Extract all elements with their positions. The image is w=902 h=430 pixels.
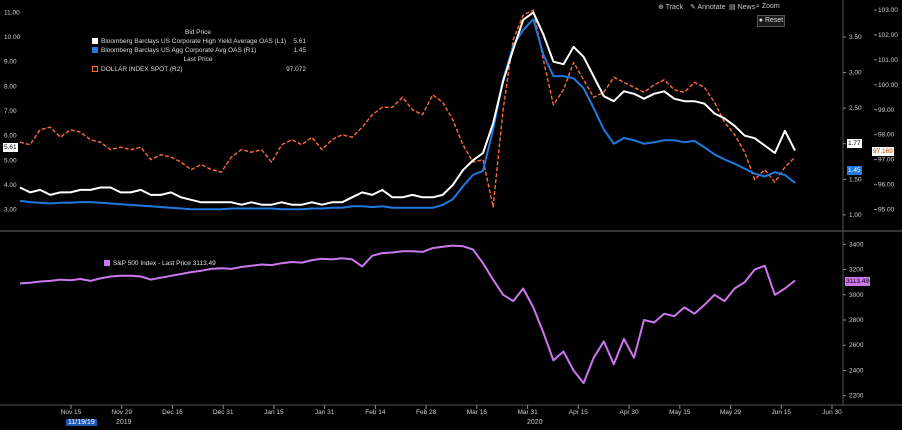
l1-tick-label: 7.00 xyxy=(4,108,17,115)
spx-tick-label: 2800 xyxy=(849,317,864,324)
annotate-button[interactable]: ✎ Annotate xyxy=(690,3,725,11)
spx-tick-label: 2400 xyxy=(849,367,864,374)
legend-item-ig: Bloomberg Barclays US Agg Corporate Avg … xyxy=(92,47,306,55)
x-tick-label: Nov 15 xyxy=(61,409,82,416)
tag-hy-left: 5.61 xyxy=(3,143,18,152)
r2-tick-label: 103.00 xyxy=(878,7,898,14)
legend-item-dxy: DOLLAR INDEX SPOT (R2) 97.072 xyxy=(92,66,306,74)
chart-frame xyxy=(0,0,902,406)
legend-value-ig: 1.45 xyxy=(293,47,306,54)
news-label: News xyxy=(737,4,756,11)
l1-tick-label: 4.00 xyxy=(4,182,17,189)
r1-tick-label: 3.50 xyxy=(849,34,862,41)
legend-label-ig: Bloomberg Barclays US Agg Corporate Avg … xyxy=(101,47,257,54)
pencil-icon: ✎ xyxy=(690,4,696,11)
reset-icon: ● xyxy=(758,17,763,24)
x-tick-label: Apr 15 xyxy=(569,409,589,416)
legend-box: Bid Price Bloomberg Barclays US Corporat… xyxy=(86,26,310,86)
x-tick-label: Jun 15 xyxy=(772,409,792,416)
l1-tick-label: 11.00 xyxy=(4,9,20,16)
spx-tick-label: 3400 xyxy=(849,241,864,248)
x-tick-label: Jan 31 xyxy=(315,409,335,416)
x-tick-label: Feb 14 xyxy=(365,409,386,416)
r2-tick-label: 95.00 xyxy=(878,207,895,214)
r2-tick-label: 99.00 xyxy=(878,107,895,114)
x-tick-label: Feb 28 xyxy=(416,409,437,416)
tag-ig-right: 1.45 xyxy=(847,166,862,175)
spx-legend-label: S&P 500 Index - Last Price 3113.49 xyxy=(113,260,216,267)
l1-tick-label: 6.00 xyxy=(4,133,17,140)
x-tick-label: Nov 29 xyxy=(111,409,132,416)
spx-tick-label: 3000 xyxy=(849,292,864,299)
r1-tick-label: 1.00 xyxy=(849,212,862,219)
legend-header-bid: Bid Price xyxy=(184,29,211,36)
l1-tick-label: 3.00 xyxy=(4,207,17,214)
l1-tick-label: 9.00 xyxy=(4,59,17,66)
l1-tick-label: 10.00 xyxy=(4,34,21,41)
r2-tick-label: 97.00 xyxy=(878,157,895,164)
r1-tick-label: 1.50 xyxy=(849,176,862,183)
x-tick-label: Dec 31 xyxy=(213,409,234,416)
legend-swatch-ig xyxy=(92,47,98,53)
x-tick-label: Jan 15 xyxy=(264,409,284,416)
series-layer xyxy=(19,9,796,385)
tag-hy-right: 1.77 xyxy=(847,139,862,148)
series-spx xyxy=(19,244,796,385)
reset-button[interactable]: ● Reset xyxy=(757,15,785,27)
magnifier-icon: ⌕ xyxy=(756,3,760,10)
news-icon: ▤ xyxy=(729,4,736,11)
right-axis-r2: 95.00 96.00 97.00 98.00 99.00 100.00 101.00 102… xyxy=(874,7,898,214)
x-tick-label: Mar 16 xyxy=(467,409,488,416)
tag-dxy-right: 97.169 xyxy=(872,147,894,156)
spx-tick-label: 2600 xyxy=(849,342,864,349)
legend-value-hy: 5.61 xyxy=(293,38,306,45)
legend-swatch-dxy xyxy=(92,66,98,72)
date-cursor-label: 11/19/19 xyxy=(66,419,97,426)
zoom-button[interactable]: ⌕ Zoom xyxy=(756,3,780,11)
r1-tick-label: 2.50 xyxy=(849,105,862,112)
x-tick-label: Jun 30 xyxy=(822,409,842,416)
right-axis-r1: 1.001.502.002.503.003.50 xyxy=(843,34,862,219)
series-dollar-index xyxy=(19,9,796,208)
series-hy-oas xyxy=(19,11,796,206)
legend-header-last: Last Price xyxy=(183,56,213,63)
x-tick-label: Dec 16 xyxy=(162,409,183,416)
track-label: Track xyxy=(665,4,683,11)
zoom-label: Zoom xyxy=(761,3,780,10)
r1-tick-label: 3.00 xyxy=(849,70,862,77)
x-tick-label: May 15 xyxy=(669,409,691,416)
spx-legend: S&P 500 Index - Last Price 3113.49 xyxy=(104,260,216,267)
series-ig-oas xyxy=(19,18,796,211)
r2-tick-label: 96.00 xyxy=(878,182,895,189)
x-tick-label: Apr 30 xyxy=(619,409,639,416)
r2-tick-label: 102.00 xyxy=(878,32,898,39)
crosshair-icon: ⊕ xyxy=(658,4,664,11)
year-label-2020: 2020 xyxy=(527,419,543,426)
legend-value-dxy: 97.072 xyxy=(286,66,306,73)
r2-tick-label: 100.00 xyxy=(878,82,898,89)
news-button[interactable]: ▤ News xyxy=(729,3,755,11)
l1-tick-label: 8.00 xyxy=(4,83,17,90)
legend-item-hy: Bloomberg Barclays US Corporate High Yie… xyxy=(92,38,306,46)
left-axis-l1: 3.00 4.00 5.00 6.00 7.00 8.00 9.00 10.00 11.00 xyxy=(4,9,21,213)
l1-tick-label: 5.00 xyxy=(4,157,17,164)
spx-tick-label: 2200 xyxy=(849,393,864,400)
r2-tick-label: 101.00 xyxy=(878,57,898,64)
legend-label-hy: Bloomberg Barclays US Corporate High Yie… xyxy=(101,38,287,45)
tag-spx-right: 3113.49 xyxy=(845,277,871,286)
reset-label: Reset xyxy=(764,17,784,24)
legend-label-dxy: DOLLAR INDEX SPOT (R2) xyxy=(101,66,183,73)
track-button[interactable]: ⊕ Track xyxy=(658,3,683,11)
spx-tick-label: 3200 xyxy=(849,267,864,274)
right-axis-spx: 2200 2400 2600 2800 3000 3200 3400 xyxy=(843,241,864,400)
x-axis: Nov 15 Nov 29 Dec 16 Dec 31 Jan 15 Jan 31 Feb … xyxy=(61,405,842,416)
legend-swatch-spx xyxy=(104,260,110,266)
legend-swatch-hy xyxy=(92,38,98,44)
x-tick-label: May 29 xyxy=(720,409,742,416)
r2-tick-label: 98.00 xyxy=(878,132,895,139)
annotate-label: Annotate xyxy=(697,4,726,11)
year-label-2019: 2019 xyxy=(116,419,132,426)
x-tick-label: Mar 31 xyxy=(517,409,538,416)
